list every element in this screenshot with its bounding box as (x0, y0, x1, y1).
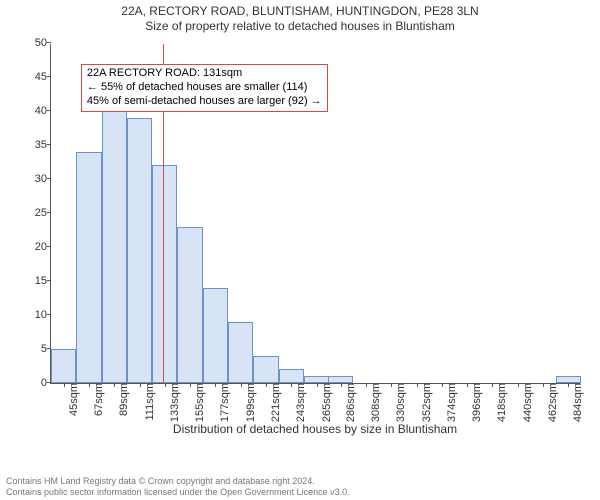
y-tick-label: 20 (35, 241, 51, 253)
y-tick-label: 25 (35, 207, 51, 219)
x-tick-label: 462sqm (547, 383, 559, 422)
histogram-bar (102, 77, 127, 383)
histogram-bar (328, 376, 353, 383)
chart-title-block: 22A, RECTORY ROAD, BLUNTISHAM, HUNTINGDO… (0, 0, 600, 33)
histogram-bar (152, 165, 177, 383)
annotation-line: 45% of semi-detached houses are larger (… (87, 95, 322, 109)
histogram-bar (279, 369, 304, 383)
y-tick-label: 0 (41, 377, 51, 389)
y-tick-label: 40 (35, 105, 51, 117)
annotation-line: 22A RECTORY ROAD: 131sqm (87, 67, 322, 81)
x-tick-label: 177sqm (219, 383, 231, 422)
histogram-bar (556, 376, 581, 383)
x-tick-label: 440sqm (522, 383, 534, 422)
histogram-bar (203, 288, 228, 383)
chart-title-subtitle: Size of property relative to detached ho… (0, 19, 600, 33)
x-tick-label: 308sqm (370, 383, 382, 422)
y-tick-label: 10 (35, 309, 51, 321)
x-tick-label: 111sqm (144, 383, 156, 421)
x-tick-label: 89sqm (118, 383, 130, 416)
y-tick-label: 15 (35, 275, 51, 287)
x-axis-label: Distribution of detached houses by size … (50, 422, 580, 436)
x-tick-label: 199sqm (245, 383, 257, 422)
footer-line-2: Contains public sector information licen… (6, 487, 350, 498)
histogram-bar (76, 152, 101, 383)
x-tick-label: 243sqm (295, 383, 307, 422)
x-tick-label: 374sqm (446, 383, 458, 422)
histogram-bar (253, 356, 278, 383)
x-tick-label: 352sqm (421, 383, 433, 422)
annotation-box: 22A RECTORY ROAD: 131sqm← 55% of detache… (81, 64, 328, 111)
x-tick-label: 330sqm (395, 383, 407, 422)
x-tick-label: 418sqm (496, 383, 508, 422)
histogram-bar (177, 227, 202, 383)
y-tick-label: 50 (35, 37, 51, 49)
x-tick-label: 45sqm (68, 383, 80, 416)
histogram-bar (228, 322, 253, 383)
x-tick-label: 396sqm (471, 383, 483, 422)
y-tick-label: 5 (41, 343, 51, 355)
footer-attribution: Contains HM Land Registry data © Crown c… (6, 476, 350, 498)
y-tick-label: 35 (35, 139, 51, 151)
histogram-bar (304, 376, 329, 383)
x-tick-label: 155sqm (194, 383, 206, 422)
y-tick-label: 30 (35, 173, 51, 185)
footer-line-1: Contains HM Land Registry data © Crown c… (6, 476, 350, 487)
x-tick-label: 221sqm (270, 383, 282, 422)
plot-region: 0510152025303540455045sqm67sqm89sqm111sq… (50, 44, 580, 384)
chart-area: Number of detached properties 0510152025… (0, 38, 600, 438)
x-tick-label: 265sqm (321, 383, 333, 422)
annotation-line: ← 55% of detached houses are smaller (11… (87, 81, 322, 95)
histogram-bar (127, 118, 152, 383)
y-tick-label: 45 (35, 71, 51, 83)
x-tick-label: 67sqm (93, 383, 105, 416)
x-tick-label: 484sqm (572, 383, 584, 422)
chart-title-address: 22A, RECTORY ROAD, BLUNTISHAM, HUNTINGDO… (0, 4, 600, 18)
x-tick-label: 133sqm (169, 383, 181, 422)
x-tick-label: 286sqm (345, 383, 357, 422)
histogram-bar (51, 349, 76, 383)
